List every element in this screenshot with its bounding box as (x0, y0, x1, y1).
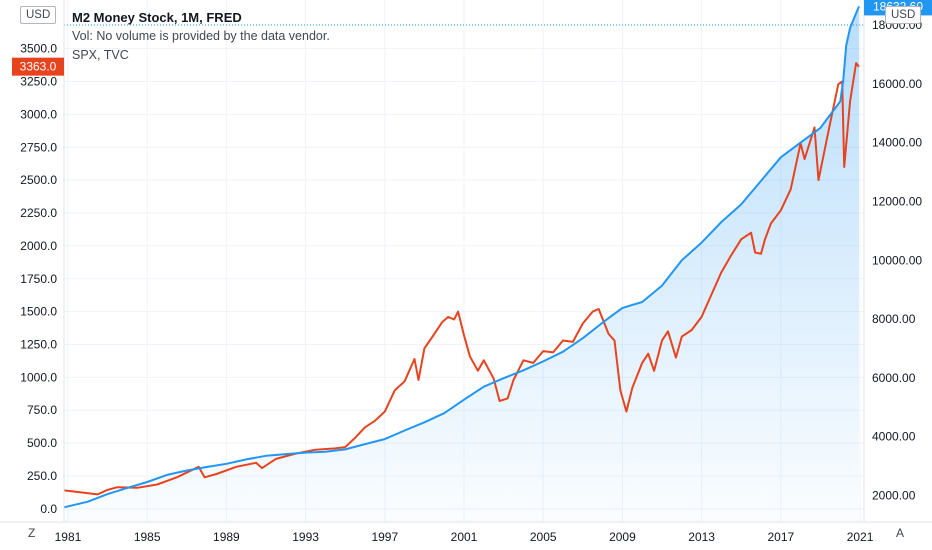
spx-line[interactable] (63, 62, 860, 496)
x-tick-label: 2005 (530, 530, 557, 544)
left-tick-label: 2500.0 (20, 173, 57, 187)
overlay-series-label[interactable]: SPX, TVC (72, 48, 129, 62)
left-tick-label: 2250.0 (20, 206, 57, 220)
right-tick-label: 8000.00 (872, 312, 916, 326)
right-currency-badge[interactable]: USD (885, 6, 922, 24)
left-tick-label: 3250.0 (20, 75, 57, 89)
left-tick-label: 1500.0 (20, 305, 57, 319)
auto-scale-button[interactable]: A (896, 526, 905, 540)
left-tick-label: 500.0 (27, 436, 57, 450)
m2-area-fill (64, 6, 859, 522)
right-tick-label: 2000.00 (872, 489, 916, 503)
right-tick-label: 16000.00 (872, 77, 922, 91)
left-tick-label: 2750.0 (20, 140, 57, 154)
left-currency-badge[interactable]: USD (20, 6, 57, 24)
x-tick-label: 2017 (767, 530, 794, 544)
spx-last-value-badge (12, 57, 64, 76)
left-tick-label: 250.0 (27, 469, 57, 483)
x-tick-label: 2013 (688, 530, 715, 544)
left-tick-label: 1000.0 (20, 370, 57, 384)
chart-legend: M2 Money Stock, 1M, FRED Vol: No volume … (72, 8, 330, 65)
left-tick-label: 1250.0 (20, 337, 57, 351)
series-layer (63, 6, 860, 509)
x-tick-label: 2001 (451, 530, 478, 544)
right-tick-label: 10000.00 (872, 253, 922, 267)
x-tick-label: 1993 (292, 530, 319, 544)
m2-area (64, 6, 859, 522)
left-tick-label: 750.0 (27, 403, 57, 417)
left-tick-label: 3000.0 (20, 107, 57, 121)
spx-last-value: 3363.0 (20, 60, 57, 74)
volume-note: Vol: No volume is provided by the data v… (72, 29, 330, 43)
x-tick-label: 2021 (847, 530, 874, 544)
x-tick-label: 1997 (371, 530, 398, 544)
left-tick-label: 0.0 (40, 502, 57, 516)
x-tick-label: 1981 (55, 530, 82, 544)
chart-title: M2 Money Stock, 1M, FRED (72, 10, 242, 25)
left-tick-label: 3500.0 (20, 42, 57, 56)
zoom-button[interactable]: Z (28, 526, 36, 540)
x-tick-label: 1989 (213, 530, 240, 544)
right-tick-label: 4000.00 (872, 430, 916, 444)
axis-ticks: 1981 1985 1989 1993 1997 2001 2005 2009 2013 2017… (20, 18, 922, 544)
x-tick-label: 1985 (134, 530, 161, 544)
right-tick-label: 14000.00 (872, 136, 922, 150)
left-tick-label: 2000.0 (20, 239, 57, 253)
m2-line[interactable] (63, 6, 860, 509)
right-tick-label: 6000.00 (872, 371, 916, 385)
left-tick-label: 1750.0 (20, 272, 57, 286)
x-tick-label: 2009 (609, 530, 636, 544)
right-tick-label: 12000.00 (872, 194, 922, 208)
